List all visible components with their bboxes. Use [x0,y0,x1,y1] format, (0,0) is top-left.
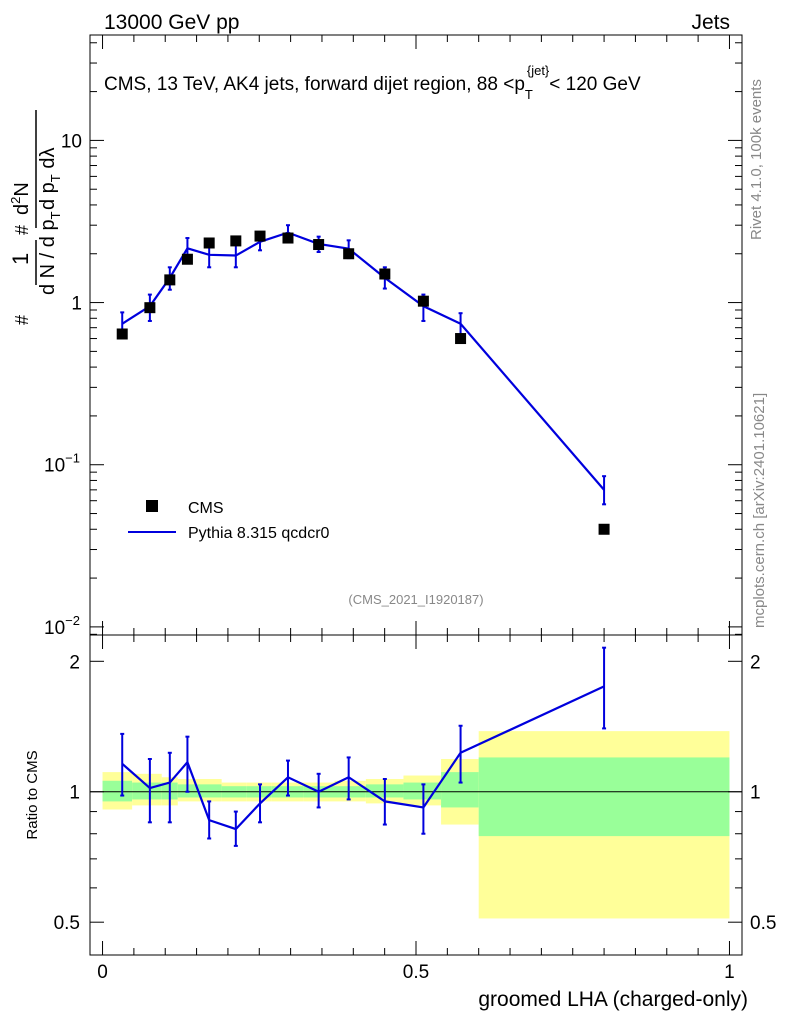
plot-title-p: p [514,74,525,95]
legend-cms-marker [146,500,158,512]
x-tick-label: 0 [97,962,108,983]
bottom-ylabel: Ratio to CMS [24,750,41,839]
cms-data-point [116,328,128,340]
cms-data-point [254,230,266,242]
x-axis-label: groomed LHA (charged-only) [478,988,748,1011]
ylabel-hash-b: # [12,225,32,235]
bottom-ytick-label-right: 2 [750,652,761,673]
bottom-ytick-label-left: 2 [69,652,80,673]
cms-data-point [144,302,156,314]
top-axis-ticks [90,35,742,635]
top-axis-tick-labels: 10−2 10−1 1 10 [44,131,82,638]
bottom-axis-ticks [90,660,742,923]
x-tick-label: 1 [724,962,735,983]
header-category: Jets [691,11,730,34]
cms-data-point [598,523,610,535]
cms-data-point [181,253,193,265]
bottom-ytick-label-right: 1 [750,783,761,804]
bottom-ytick-label-left: 1 [69,783,80,804]
x-axis-ticks [102,635,730,955]
cms-data-point [455,333,467,345]
top-ylabel: 1 d N / d pT d2N d pT dλ # # [8,110,63,325]
top-ytick-label: 1 [71,294,82,315]
cms-data-point [164,274,176,286]
legend-mc-label: Pythia 8.315 qcdcr0 [188,525,330,542]
top-ytick-label: 10−2 [44,613,80,639]
band-inner [478,757,730,837]
cms-data-point [379,268,391,280]
x-tick-label: 0.5 [403,962,429,983]
x-axis-tick-labels: 0 0.5 1 [97,962,735,983]
ylabel-num-1: 1 [8,253,33,265]
analysis-tag: (CMS_2021_I1920187) [348,592,483,607]
ylabel-hash-a: # [12,315,32,325]
cms-data-point [282,232,294,244]
ratio-curve [121,685,605,831]
ylabel-den-1: d N / d pT [37,211,63,295]
top-ytick-label: 10−1 [44,451,80,477]
cms-data-point [313,239,325,251]
top-panel-frame [89,34,743,636]
mc-curve [121,231,605,491]
side-rivet-text: Rivet 4.1.0, 100k events [748,79,765,240]
legend-cms-label: CMS [188,500,224,517]
band-inner [102,780,133,802]
plot-title-sub: T [525,87,533,102]
bottom-ytick-label-left: 0.5 [54,913,80,934]
plot-title-prefix: CMS, 13 TeV, AK4 jets, forward dijet reg… [104,74,514,95]
ylabel-den-2: d pT dλ [37,148,63,210]
cms-data-point [343,248,355,260]
cms-data-point [230,235,242,247]
bottom-axis-tick-labels: 0.5 0.5 1 1 2 2 [54,652,777,934]
plot-title-suffix: < 120 GeV [549,74,641,95]
ratio-mc-series [120,646,607,847]
side-mcplots-text: mcplots.cern.ch [arXiv:2401.10621] [751,393,768,628]
header-energy: 13000 GeV pp [104,11,239,34]
ylabel-num-2: d2N [8,182,33,215]
top-ytick-label: 10 [61,131,82,152]
top-data-series [116,230,610,535]
top-mc-series [120,224,607,506]
plot-title: CMS, 13 TeV, AK4 jets, forward dijet reg… [104,63,641,102]
band-inner [177,784,222,798]
bottom-ytick-label-right: 0.5 [750,913,776,934]
cms-data-point [417,295,429,307]
uncertainty-bands [102,731,730,919]
cms-data-point [203,237,215,249]
plot-title-sup: {jet} [527,63,550,78]
